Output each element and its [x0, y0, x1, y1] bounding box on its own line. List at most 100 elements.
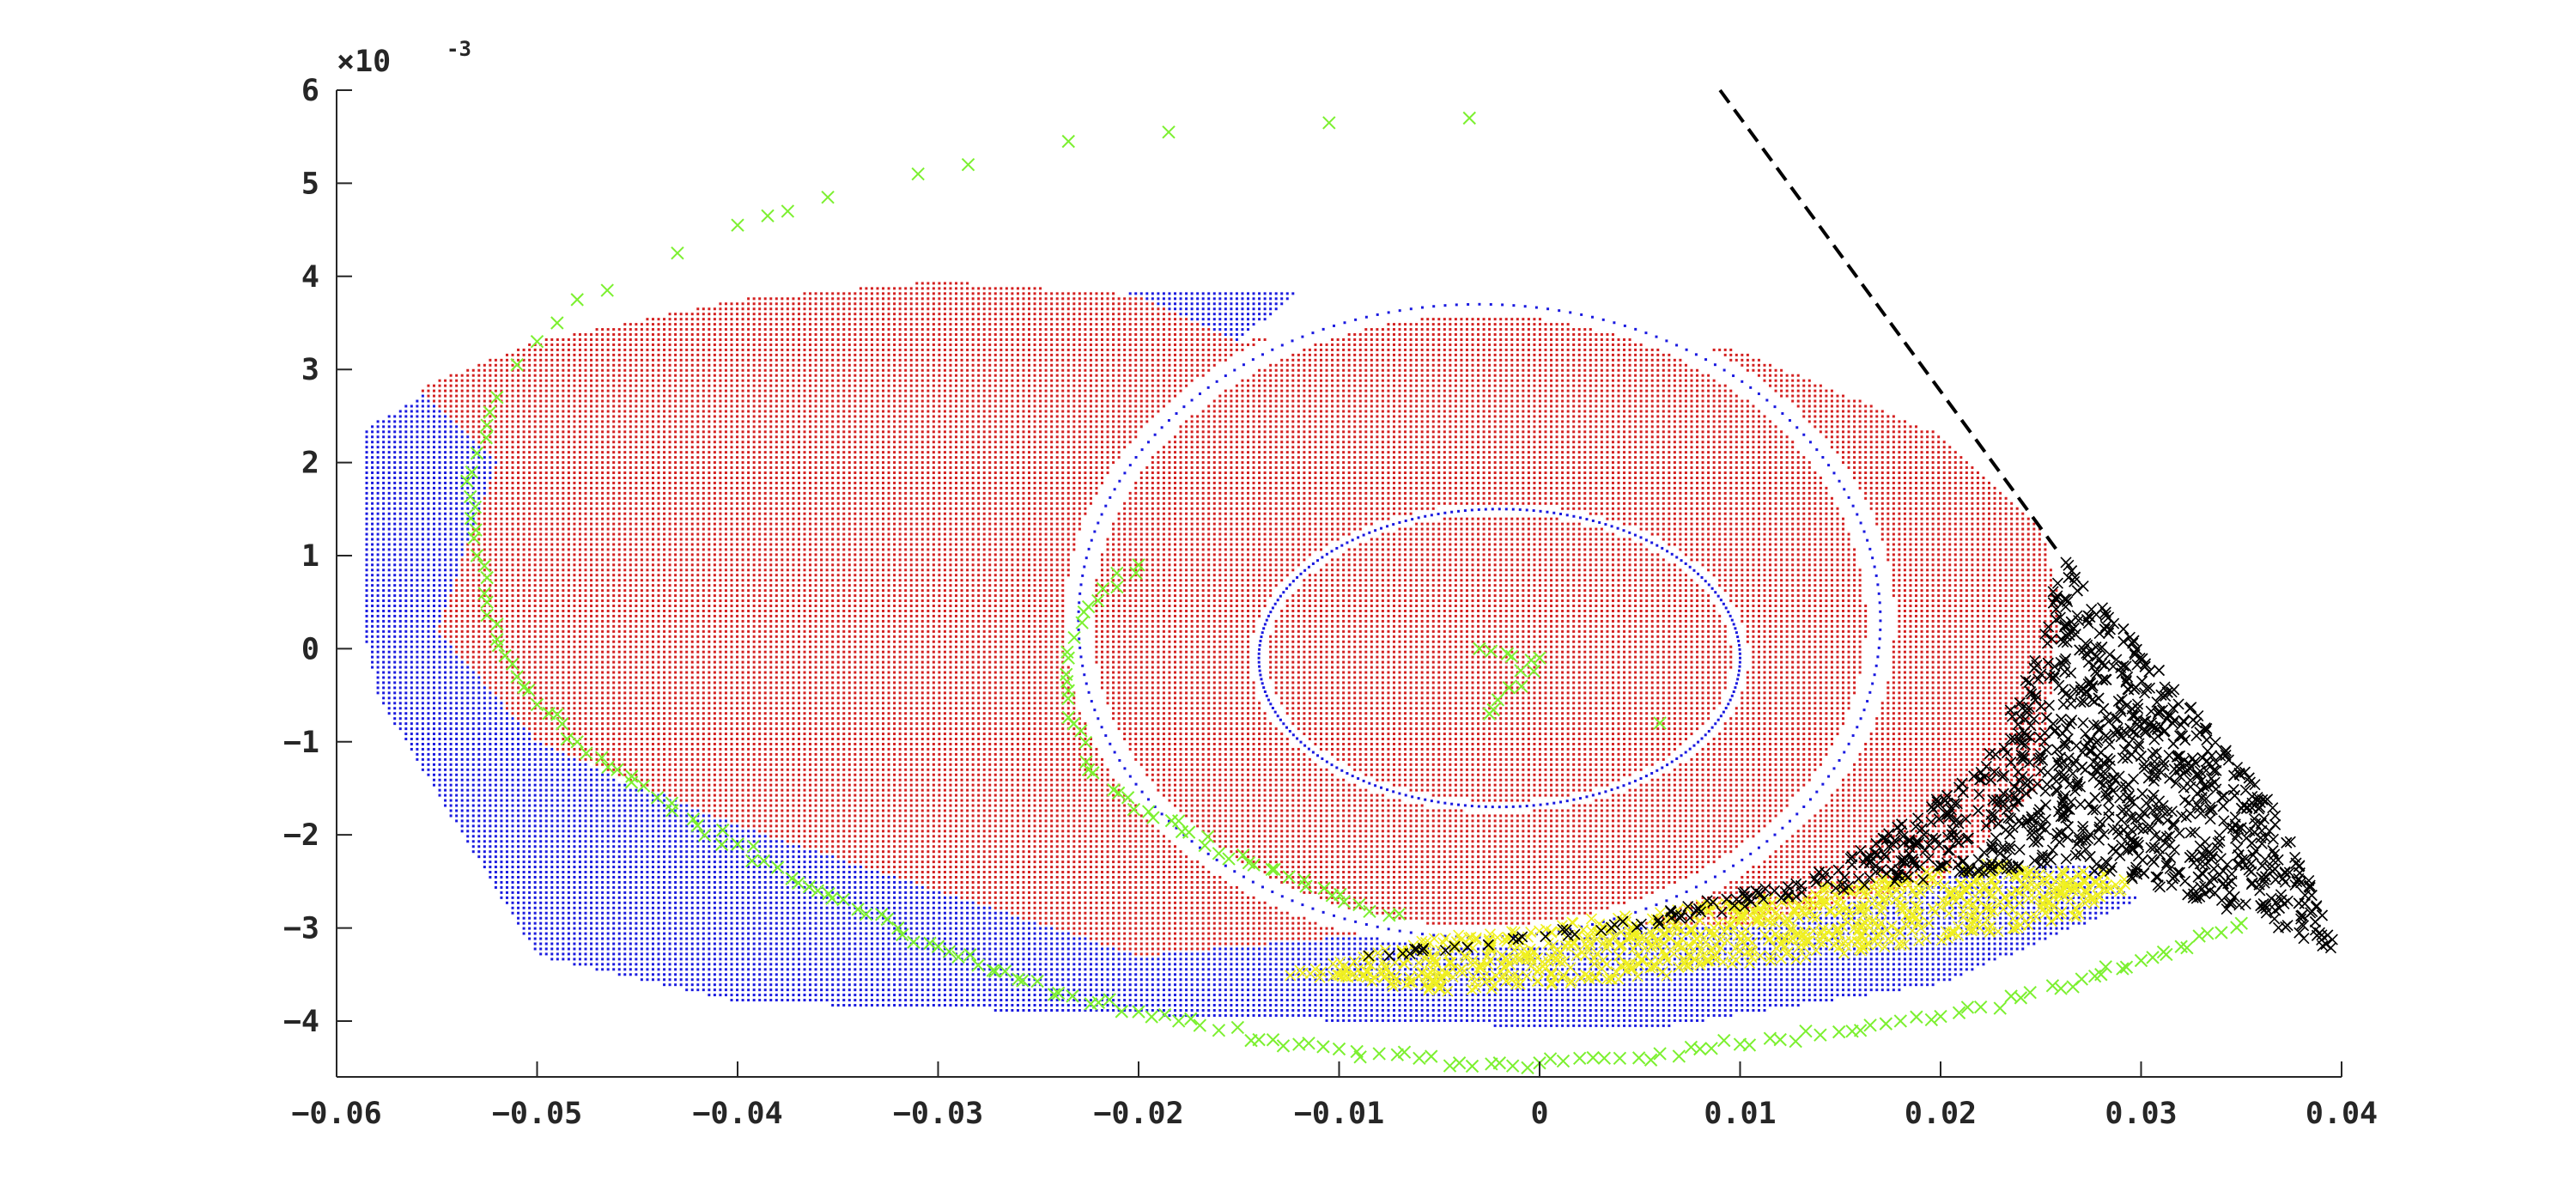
blue-region-point [460, 527, 464, 531]
blue-region-point [416, 614, 419, 617]
red-region-point [483, 512, 486, 515]
red-region-point [567, 441, 570, 444]
red-region-point [550, 645, 554, 648]
red-region-point [640, 481, 643, 484]
blue-region-point [438, 650, 441, 654]
blue-region-point [584, 768, 587, 771]
red-region-point [550, 722, 554, 726]
blue-region-point [432, 702, 435, 705]
blue-region-point [573, 875, 576, 879]
blue-region-point [511, 850, 514, 854]
red-region-point [471, 629, 475, 633]
blue-region-point [365, 507, 368, 510]
red-region-point [544, 645, 548, 648]
blue-region-point [578, 860, 581, 864]
red-region-point [578, 717, 581, 721]
blue-region-point [606, 906, 610, 909]
blue-region-point [567, 855, 570, 859]
blue-region-point [623, 799, 627, 802]
blue-region-point [522, 738, 526, 741]
red-region-point [584, 476, 587, 479]
red-region-point [494, 420, 497, 423]
blue-region-point [404, 738, 408, 741]
red-region-point [528, 660, 532, 664]
red-region-point [601, 415, 605, 418]
red-region-point [617, 599, 621, 603]
blue-region-point [404, 605, 408, 608]
red-region-point [511, 363, 514, 367]
red-region-point [606, 456, 610, 459]
blue-region-point [505, 880, 508, 884]
blue-region-point [376, 451, 380, 454]
blue-region-point [517, 916, 520, 920]
red-region-point [567, 629, 570, 633]
blue-region-point [533, 860, 537, 864]
blue-region-point [539, 860, 543, 864]
blue-region-point [573, 947, 576, 951]
red-region-point [477, 415, 481, 418]
blue-region-point [528, 783, 532, 787]
red-region-point [578, 696, 581, 700]
red-region-point [471, 614, 475, 617]
red-region-point [623, 517, 627, 520]
red-region-point [629, 471, 632, 475]
red-region-point [544, 712, 548, 715]
blue-region-point [640, 911, 643, 915]
red-region-point [522, 650, 526, 654]
red-region-point [556, 435, 559, 439]
red-region-point [617, 522, 621, 526]
blue-region-point [556, 809, 559, 812]
blue-region-point [444, 512, 447, 515]
blue-region-point [489, 747, 492, 751]
blue-region-point [449, 502, 453, 505]
blue-region-point [528, 871, 532, 874]
blue-region-point [528, 768, 532, 771]
red-region-point [528, 650, 532, 654]
red-region-point [505, 368, 508, 372]
blue-region-point [623, 932, 627, 935]
red-region-point [584, 507, 587, 510]
red-region-point [489, 451, 492, 454]
red-region-point [533, 660, 537, 664]
red-region-point [629, 660, 632, 664]
blue-region-point [371, 629, 374, 633]
red-region-point [544, 589, 548, 593]
red-region-point [550, 650, 554, 654]
red-region-point [606, 435, 610, 439]
blue-region-point [460, 788, 464, 792]
red-region-point [562, 686, 565, 690]
blue-region-point [623, 891, 627, 894]
blue-region-point [466, 676, 470, 679]
blue-region-point [595, 835, 598, 838]
blue-region-point [494, 738, 497, 741]
red-region-point [455, 594, 459, 598]
blue-region-point [365, 558, 368, 562]
red-region-point [466, 624, 470, 628]
red-region-point [544, 384, 548, 387]
red-region-point [556, 574, 559, 577]
blue-region-point [387, 527, 391, 531]
blue-region-point [455, 451, 459, 454]
red-region-point [556, 605, 559, 608]
blue-region-point [460, 435, 464, 439]
blue-region-point [606, 850, 610, 854]
red-region-point [573, 451, 576, 454]
blue-region-point [432, 456, 435, 459]
red-region-point [539, 645, 543, 648]
red-region-point [522, 717, 526, 721]
red-region-point [584, 368, 587, 372]
red-region-point [517, 589, 520, 593]
blue-region-point [511, 819, 514, 823]
red-region-point [595, 507, 598, 510]
blue-region-point [601, 952, 605, 956]
red-region-point [562, 640, 565, 643]
blue-region-point [416, 738, 419, 741]
red-region-point [601, 358, 605, 362]
blue-region-point [455, 722, 459, 726]
blue-region-point [460, 809, 464, 812]
blue-region-point [494, 742, 497, 745]
blue-region-point [573, 963, 576, 966]
blue-region-point [449, 671, 453, 674]
red-region-point [477, 671, 481, 674]
red-region-point [544, 430, 548, 434]
